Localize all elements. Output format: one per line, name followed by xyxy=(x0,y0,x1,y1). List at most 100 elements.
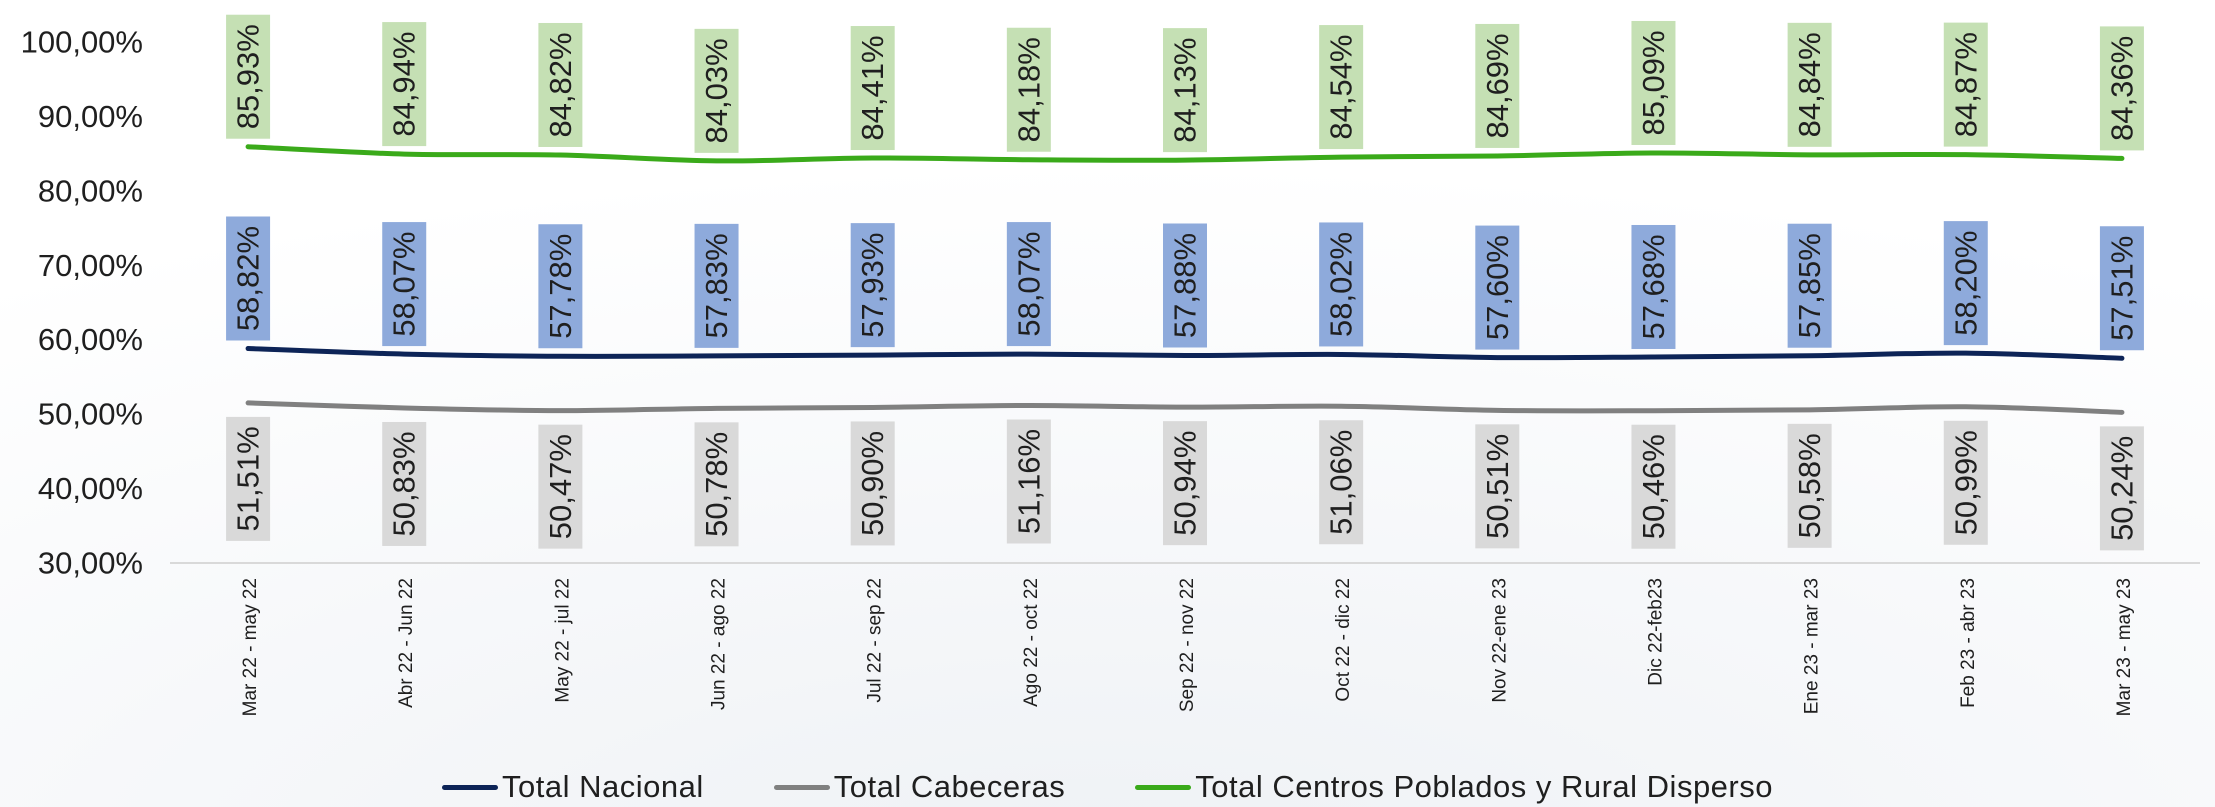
data-label-total-cabeceras: 50,47% xyxy=(538,424,583,549)
data-label-total-nacional: 57,60% xyxy=(1475,225,1520,350)
data-label-box xyxy=(226,416,271,541)
data-label-text: 58,82% xyxy=(231,226,266,331)
data-label-text: 85,93% xyxy=(231,24,266,129)
data-label-text: 50,83% xyxy=(387,431,422,536)
data-label-box xyxy=(538,22,583,147)
data-label-text: 50,90% xyxy=(855,431,890,536)
data-label-box xyxy=(382,222,427,347)
data-label-total-nacional: 57,85% xyxy=(1787,223,1832,348)
data-label-text: 57,93% xyxy=(855,233,890,338)
data-label-text: 50,58% xyxy=(1792,433,1827,538)
data-label-box xyxy=(1943,22,1988,147)
data-label-box xyxy=(382,421,427,546)
data-label-text: 84,36% xyxy=(2104,36,2139,141)
data-label-box xyxy=(850,26,895,151)
data-label-text: 57,51% xyxy=(2104,236,2139,341)
data-label-total-cabeceras: 51,06% xyxy=(1319,420,1364,545)
y-tick-label: 70,00% xyxy=(38,248,143,283)
data-label-box xyxy=(694,223,739,348)
data-label-box xyxy=(850,421,895,546)
data-label-total-cabeceras: 50,90% xyxy=(850,421,895,546)
data-label-total-cabeceras: 51,51% xyxy=(226,416,271,541)
data-label-box xyxy=(538,224,583,349)
x-tick-label: Nov 22-ene 23 xyxy=(1489,578,1510,703)
legend-swatch-total-cabeceras xyxy=(773,784,830,790)
legend-swatch-total-nacional xyxy=(442,784,498,790)
data-label-box xyxy=(850,223,895,348)
y-tick-label: 50,00% xyxy=(38,397,143,432)
data-label-total-nacional: 58,07% xyxy=(1006,222,1051,347)
data-label-box xyxy=(694,28,739,153)
data-label-total-nacional: 57,68% xyxy=(1631,224,1676,349)
x-tick-label: Mar 23 - may 23 xyxy=(2114,578,2135,716)
data-label-text: 84,87% xyxy=(1948,32,1983,137)
data-label-total-cabeceras: 50,51% xyxy=(1475,424,1520,549)
data-label-box xyxy=(226,14,271,139)
data-label-total-nacional: 58,20% xyxy=(1943,221,1988,346)
data-label-text: 84,18% xyxy=(1011,37,1046,142)
data-label-box xyxy=(1631,424,1676,549)
data-label-box xyxy=(2099,426,2144,551)
data-label-total-cabeceras: 50,94% xyxy=(1163,421,1207,546)
data-label-total-nacional: 57,78% xyxy=(538,224,583,349)
data-label-total-cabeceras: 50,78% xyxy=(694,422,739,547)
data-label-box xyxy=(694,422,739,547)
y-tick-label: 80,00% xyxy=(38,173,143,208)
data-label-text: 50,46% xyxy=(1636,434,1671,539)
data-label-box xyxy=(1319,420,1364,545)
data-label-text: 57,60% xyxy=(1480,235,1515,340)
data-label-total-rural: 84,13% xyxy=(1163,28,1207,153)
data-label-total-cabeceras: 50,46% xyxy=(1631,424,1676,549)
y-tick-label: 100,00% xyxy=(21,25,143,60)
data-label-total-nacional: 58,82% xyxy=(226,216,271,341)
data-label-box xyxy=(1631,224,1676,349)
data-label-box xyxy=(1787,223,1832,348)
data-label-text: 57,85% xyxy=(1792,233,1827,338)
series-line-total-nacional xyxy=(245,345,2125,361)
legend-item-total-nacional: Total Nacional xyxy=(442,769,704,805)
data-label-text: 84,69% xyxy=(1480,33,1515,138)
data-label-text: 58,07% xyxy=(387,232,422,337)
series-line-total-cabeceras xyxy=(245,400,2125,415)
y-tick-label: 40,00% xyxy=(38,471,143,506)
data-label-box xyxy=(2099,26,2144,151)
data-label-box xyxy=(1319,222,1364,347)
data-label-box xyxy=(1475,23,1520,148)
data-label-total-rural: 84,94% xyxy=(382,22,427,147)
data-label-total-nacional: 57,83% xyxy=(694,223,739,348)
data-label-total-rural: 84,41% xyxy=(850,26,895,151)
data-label-box xyxy=(1787,423,1832,548)
data-label-total-cabeceras: 50,83% xyxy=(382,421,427,546)
data-label-box xyxy=(1163,421,1207,546)
data-label-text: 50,51% xyxy=(1480,434,1515,539)
x-tick-label: May 22 - jul 22 xyxy=(552,578,573,703)
data-label-total-cabeceras: 51,16% xyxy=(1006,419,1051,544)
data-label-total-rural: 84,82% xyxy=(538,22,583,147)
data-label-total-rural: 84,36% xyxy=(2099,26,2144,151)
data-label-box xyxy=(1943,221,1988,346)
data-label-text: 57,88% xyxy=(1168,233,1203,338)
data-label-box xyxy=(538,424,583,549)
data-label-total-nacional: 57,93% xyxy=(850,223,895,348)
x-tick-label: Dic 22-feb23 xyxy=(1645,578,1666,686)
data-label-text: 84,03% xyxy=(699,38,734,143)
data-label-text: 57,78% xyxy=(543,234,578,339)
data-label-box xyxy=(1787,22,1832,147)
x-tick-label: Abr 22 - Jun 22 xyxy=(396,578,417,708)
data-label-text: 84,84% xyxy=(1792,32,1827,137)
data-label-total-rural: 84,84% xyxy=(1787,22,1832,147)
data-label-text: 51,06% xyxy=(1324,430,1359,535)
data-label-box xyxy=(1475,424,1520,549)
y-tick-label: 30,00% xyxy=(38,546,143,581)
x-tick-label: Ago 22 - oct 22 xyxy=(1021,578,1042,707)
data-label-text: 50,99% xyxy=(1948,430,1983,535)
series-lines xyxy=(245,144,2125,415)
legend-item-total-rural: Total Centros Poblados y Rural Disperso xyxy=(1135,769,1773,805)
data-label-total-rural: 84,87% xyxy=(1943,22,1988,147)
y-tick-label: 90,00% xyxy=(38,99,143,134)
data-label-text: 51,51% xyxy=(231,426,266,531)
data-label-text: 84,54% xyxy=(1324,34,1359,139)
y-tick-label: 60,00% xyxy=(38,322,143,357)
x-tick-label: Jun 22 - ago 22 xyxy=(709,578,730,710)
